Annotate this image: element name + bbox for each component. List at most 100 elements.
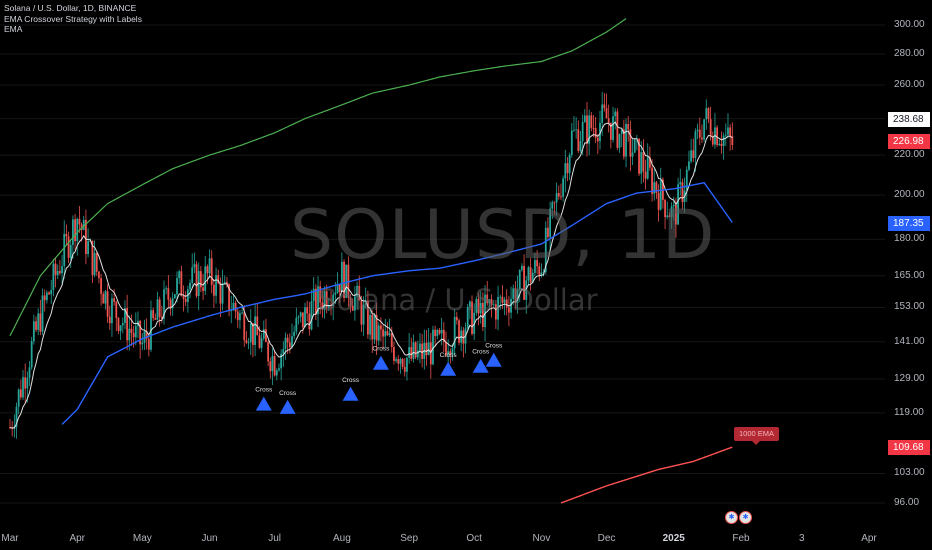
candle [566, 157, 569, 182]
candle [720, 131, 723, 154]
candle [651, 159, 653, 202]
candle [95, 252, 98, 276]
candle [553, 201, 556, 216]
time-tick-label: Nov [532, 533, 551, 544]
cross-signal[interactable]: Cross [485, 343, 503, 367]
candle [460, 326, 463, 352]
candle [523, 254, 525, 301]
candle [215, 267, 217, 304]
candle [91, 240, 94, 283]
candle [382, 325, 384, 349]
chart-legend: Solana / U.S. Dollar, 1D, BINANCE EMA Cr… [4, 3, 142, 35]
time-tick-label: Mar [1, 533, 19, 544]
candle [479, 291, 482, 324]
candle [716, 125, 719, 147]
candle [19, 379, 22, 400]
candle [117, 317, 120, 334]
event-flags[interactable]: ✱ ✱ [725, 509, 753, 527]
us-flag-icon[interactable]: ✱ [739, 511, 752, 525]
price-tick-label: 96.00 [894, 497, 920, 508]
candle [397, 355, 400, 371]
cross-signal[interactable]: Cross [440, 352, 458, 376]
candle [15, 402, 18, 439]
watermark-ticker: SOLUSD, 1D [290, 196, 716, 275]
price-tick-label: 165.00 [894, 269, 925, 281]
candle [466, 303, 469, 331]
candle [622, 119, 625, 160]
candle [299, 311, 302, 323]
candle [108, 305, 111, 330]
candle [169, 297, 172, 316]
candle [646, 143, 649, 180]
candle [609, 122, 612, 149]
candle [494, 299, 497, 329]
candle [197, 262, 200, 311]
cross-label: Cross [440, 352, 458, 359]
candle [514, 281, 517, 310]
candle [340, 252, 343, 293]
indicator-ema[interactable]: EMA [4, 24, 23, 34]
candle [709, 106, 712, 141]
candle [505, 289, 508, 316]
candle [408, 333, 411, 364]
candle [353, 286, 356, 321]
candle [724, 123, 727, 146]
candle [321, 290, 324, 318]
candle [252, 323, 254, 358]
cross-signal[interactable]: Cross [472, 349, 490, 373]
candle [438, 328, 441, 336]
candle [76, 217, 79, 256]
symbol-title[interactable]: Solana / U.S. Dollar, 1D, BINANCE [4, 3, 137, 13]
candle [17, 388, 20, 415]
cross-label: Cross [372, 346, 390, 353]
candle [100, 273, 103, 306]
candle [701, 124, 703, 143]
candle [534, 252, 536, 277]
candle [236, 307, 239, 328]
candle [603, 93, 606, 112]
candle [360, 295, 363, 333]
candle [592, 115, 595, 138]
candle [284, 332, 287, 360]
candle [128, 315, 131, 351]
price-tick-label: 260.00 [894, 79, 925, 91]
chart-grid [0, 24, 885, 504]
candle [293, 325, 296, 340]
candle [345, 264, 348, 299]
candle [729, 124, 732, 151]
candle [58, 260, 61, 276]
candle [275, 368, 278, 381]
candlestick-series [9, 91, 734, 439]
cross-signal[interactable]: Cross [372, 346, 390, 370]
candle [557, 185, 560, 200]
candle [304, 302, 306, 328]
candle [434, 325, 437, 346]
candle [204, 255, 207, 295]
candle [703, 119, 706, 142]
candle [323, 286, 326, 319]
candle [458, 318, 460, 346]
candle [343, 259, 345, 303]
candle [226, 276, 228, 288]
candle [22, 370, 24, 401]
cross-signal[interactable]: Cross [255, 387, 273, 411]
candle [588, 109, 591, 156]
candle [403, 358, 406, 377]
candle [145, 318, 148, 350]
us-flag-icon[interactable]: ✱ [725, 511, 738, 525]
cross-signal[interactable]: Cross [342, 377, 360, 401]
cross-signal[interactable]: Cross [279, 390, 297, 414]
candle [367, 290, 369, 339]
candle [386, 322, 389, 336]
candle [599, 110, 601, 150]
candle [178, 269, 181, 285]
candle [395, 356, 398, 364]
candle [455, 311, 458, 325]
triangle-up-icon [440, 361, 457, 376]
candle [74, 214, 76, 250]
cross-label: Cross [485, 343, 503, 350]
candle [618, 133, 621, 153]
indicator-ema-crossover[interactable]: EMA Crossover Strategy with Labels [4, 13, 142, 24]
candle [616, 108, 619, 151]
